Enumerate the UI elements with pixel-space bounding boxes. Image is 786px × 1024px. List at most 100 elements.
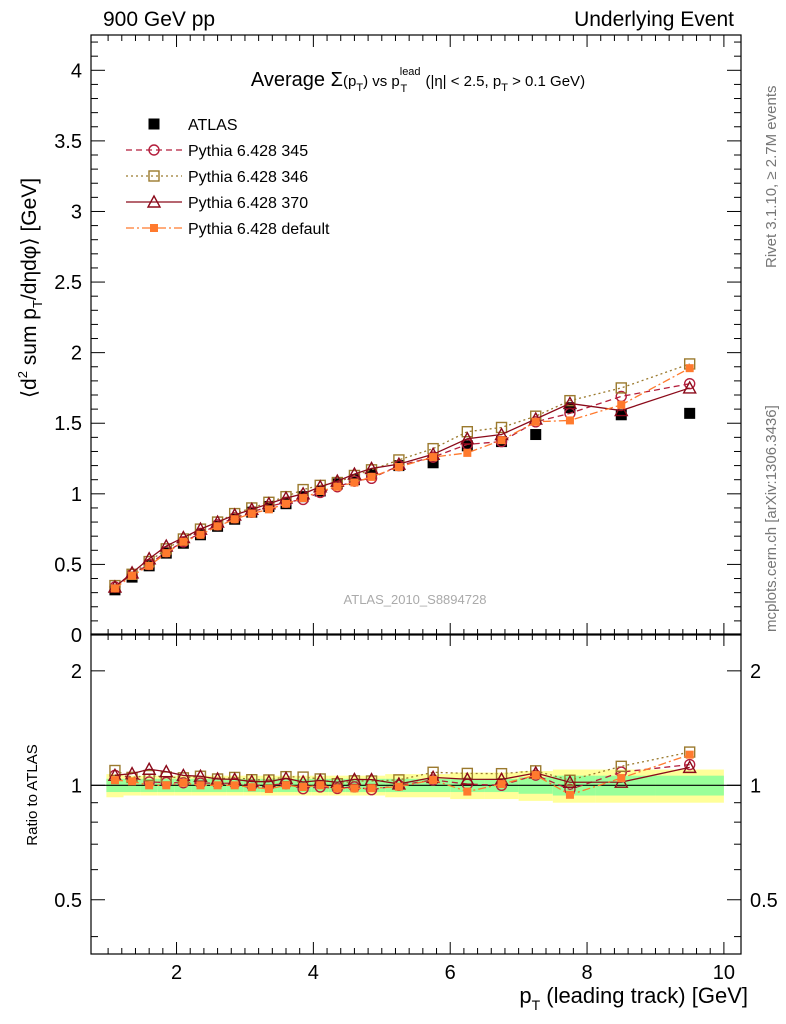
data-point	[128, 777, 137, 786]
data-point	[617, 774, 626, 783]
data-point	[213, 522, 222, 531]
data-point	[148, 118, 160, 130]
data-point	[179, 537, 188, 546]
data-point	[562, 774, 578, 788]
legend-label: Pythia 6.428 345	[188, 143, 308, 160]
data-point	[497, 780, 506, 789]
y-tick-label: 2.5	[54, 272, 82, 294]
x-tick-label: 6	[445, 962, 456, 984]
data-point	[460, 771, 475, 785]
data-point	[463, 448, 472, 457]
data-point	[145, 561, 154, 570]
legend-item: Pythia 6.428 370	[126, 194, 308, 212]
series-3	[107, 380, 697, 593]
x-tick-label: 10	[713, 962, 735, 984]
ratio-y-tick-label: 2	[71, 661, 82, 683]
data-point	[150, 224, 158, 232]
data-point	[146, 194, 162, 208]
y-tick-label: 0.5	[54, 554, 82, 576]
y-tick-label: 0	[71, 625, 82, 647]
data-point	[316, 781, 325, 790]
data-point	[497, 436, 506, 445]
data-point	[193, 768, 208, 782]
watermark: ATLAS_2010_S8894728	[344, 592, 487, 607]
data-point	[264, 784, 273, 793]
legend-label: ATLAS	[188, 117, 238, 134]
data-point	[148, 144, 160, 156]
main-plot-axes: 0 0.5 1 1.5 2 2.5 3 3.5 4	[54, 34, 742, 954]
data-point	[110, 584, 119, 593]
data-point	[531, 771, 540, 780]
series-0	[109, 402, 696, 596]
legend-item: ATLAS	[148, 117, 238, 134]
header-right-label: Underlying Event	[574, 8, 734, 31]
legend: ATLAS Pythia 6.428 345 Pythia 6.428 346 Pyt…	[126, 117, 330, 238]
data-point	[148, 170, 160, 182]
legend-label: Pythia 6.428 370	[188, 195, 308, 212]
data-point	[685, 750, 694, 759]
data-point	[264, 505, 273, 514]
series-line	[114, 363, 690, 587]
data-point	[196, 530, 205, 539]
ratio-y-axis-label: Ratio to ATLAS	[24, 744, 41, 845]
ratio-series-4	[110, 750, 694, 799]
ratio-plot-frame	[90, 633, 742, 955]
header-left-label: 900 GeV pp	[103, 8, 216, 31]
data-point	[162, 549, 171, 558]
data-point	[333, 482, 342, 491]
main-plot-series	[107, 358, 697, 596]
data-point	[530, 429, 542, 441]
y-tick-label: 1	[71, 484, 82, 506]
data-point	[565, 790, 574, 799]
data-point	[247, 509, 256, 518]
data-point	[429, 775, 438, 784]
ratio-y-tick-label: 0.5	[750, 890, 778, 912]
data-point	[617, 400, 626, 409]
series-line	[114, 383, 690, 588]
legend-item: Pythia 6.428 346	[126, 169, 308, 186]
y-tick-label: 2	[71, 343, 82, 365]
data-point	[394, 463, 403, 471]
ratio-line	[114, 751, 690, 785]
data-point	[230, 515, 239, 524]
x-axis-label: pT (leading track) [GeV]	[519, 983, 748, 1013]
data-point	[145, 781, 154, 790]
data-point	[128, 571, 137, 580]
data-point	[109, 764, 121, 777]
data-point	[495, 421, 508, 434]
ratio-y-tick-label: 1	[71, 775, 82, 797]
data-point	[143, 769, 155, 782]
data-point	[562, 396, 578, 410]
data-point	[394, 782, 403, 791]
ratio-y-tick-label: 0.5	[54, 890, 82, 912]
legend-item: Pythia 6.428 345	[126, 143, 308, 160]
ratio-y-tick-label: 2	[750, 661, 761, 683]
series-line	[114, 387, 690, 588]
data-point	[213, 781, 222, 790]
y-tick-label: 4	[71, 60, 82, 82]
series-4	[110, 364, 694, 593]
data-point	[683, 378, 696, 390]
data-point	[565, 416, 574, 425]
data-point	[615, 760, 627, 773]
data-point	[564, 394, 576, 407]
data-point	[230, 781, 239, 790]
series-1	[109, 378, 696, 593]
ratio-plot-axes: 2 4 6 8 10 0.5 0.5 1 1 2 2	[54, 633, 778, 984]
x-tick-label: 4	[308, 962, 319, 984]
data-point	[299, 494, 308, 503]
data-point	[179, 778, 188, 787]
data-point	[159, 764, 174, 778]
data-point	[682, 759, 697, 774]
y-tick-label: 3	[71, 201, 82, 223]
legend-item: Pythia 6.428 default	[126, 221, 330, 238]
data-point	[350, 784, 359, 793]
data-point	[316, 487, 325, 495]
data-point	[460, 431, 475, 445]
series-line	[114, 367, 690, 589]
plot-title: Average Σ(pT) vs plead T (|η| < 2.5, pT >…	[251, 66, 585, 95]
data-point	[110, 776, 119, 785]
data-point	[461, 426, 474, 438]
series-2	[109, 358, 696, 592]
data-point	[162, 781, 171, 790]
